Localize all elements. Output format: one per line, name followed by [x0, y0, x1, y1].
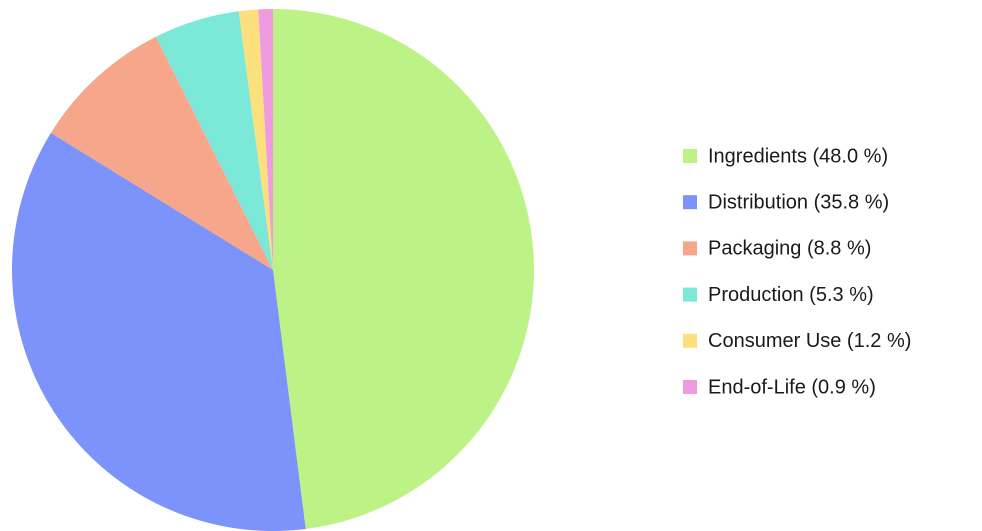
- pie: [11, 9, 535, 531]
- legend-swatch: [683, 241, 697, 256]
- pie-slice: [11, 132, 306, 531]
- legend-label: End-of-Life (0.9 %): [708, 376, 876, 398]
- pie-slice: [273, 9, 535, 529]
- legend-label: Ingredients (48.0 %): [708, 145, 888, 167]
- legend-swatch: [683, 380, 697, 394]
- pie-slice: [258, 9, 273, 270]
- legend-swatch: [683, 333, 697, 348]
- legend-swatch: [683, 195, 697, 210]
- legend-swatch: [683, 287, 697, 302]
- pie-slice: [155, 11, 273, 271]
- legend-label: Distribution (35.8 %): [708, 191, 889, 213]
- legend: Ingredients (48.0 %) Distribution (35.8 %…: [683, 145, 911, 398]
- legend-label: Packaging (8.8 %): [708, 238, 871, 260]
- pie-slice: [50, 36, 273, 270]
- legend-swatch: [683, 149, 697, 163]
- legend-label: Consumer Use (1.2 %): [708, 330, 911, 352]
- legend-label: Production (5.3 %): [708, 284, 874, 306]
- pie-slice: [238, 9, 273, 270]
